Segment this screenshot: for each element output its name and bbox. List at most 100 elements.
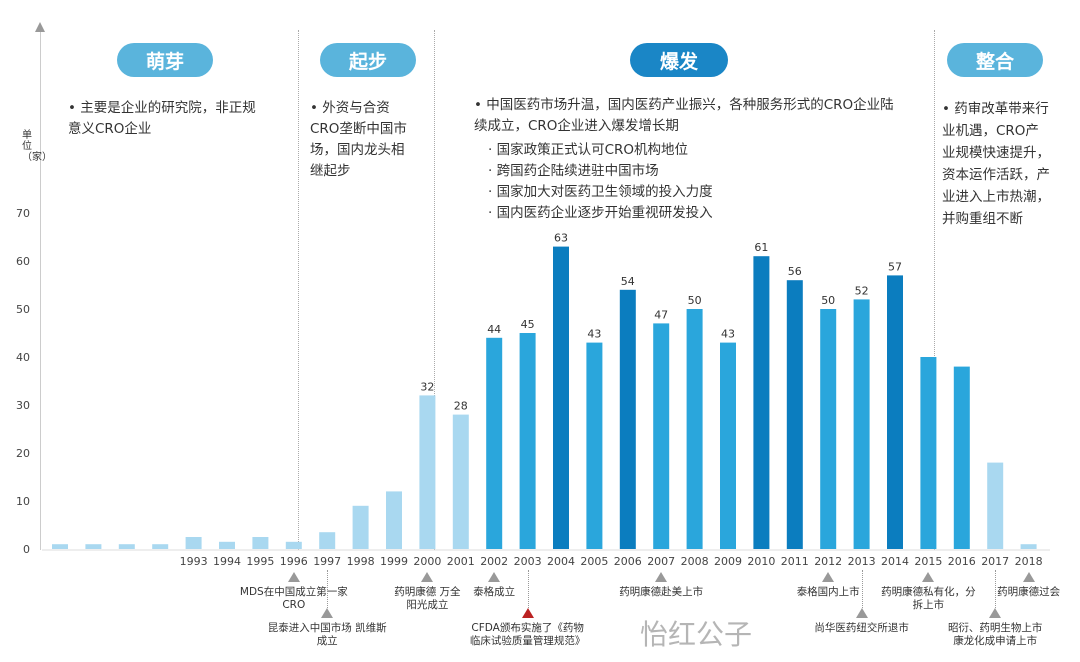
- phase-divider: [434, 30, 435, 550]
- x-tick-label: 2010: [747, 555, 775, 568]
- x-tick-label: 2017: [981, 555, 1009, 568]
- bar: [853, 299, 870, 549]
- bar: [586, 342, 603, 549]
- y-axis-arrow-icon: [35, 22, 45, 32]
- watermark: 怡红公子: [640, 618, 753, 651]
- x-tick-label: 1995: [246, 555, 274, 568]
- y-tick-label: 50: [16, 303, 30, 316]
- data-label: 61: [754, 241, 768, 254]
- data-label: 56: [788, 265, 802, 278]
- milestone-triangle-icon: [655, 572, 668, 582]
- x-tick-label: 2014: [881, 555, 909, 568]
- bar: [452, 414, 469, 549]
- bar: [486, 337, 503, 549]
- phase-zhenghe: 整合: [947, 43, 1043, 77]
- bar: [219, 541, 235, 549]
- bar: [686, 309, 703, 549]
- x-tick-label: 1998: [347, 555, 375, 568]
- bar: [920, 357, 937, 549]
- bar: [519, 333, 536, 549]
- x-tick-label: 1999: [380, 555, 408, 568]
- y-tick-label: 60: [16, 255, 30, 268]
- baofa-item: · 国家政策正式认可CRO机构地位: [488, 142, 689, 158]
- phase-baofa-items: · 国家政策正式认可CRO机构地位 · 跨国药企陆续进驻中国市场 · 国家加大对医药…: [488, 140, 713, 224]
- bar: [887, 275, 903, 549]
- x-tick-label: 1994: [213, 555, 241, 568]
- phase-baofa: 爆发: [630, 43, 728, 77]
- bar: [653, 323, 670, 549]
- milestone-annotation: 昆泰进入中国市场 凯维斯成立: [267, 622, 387, 647]
- x-tick-label: 2003: [514, 555, 542, 568]
- x-tick-label: 2016: [948, 555, 976, 568]
- baofa-item: · 国家加大对医药卫生领域的投入力度: [488, 184, 713, 200]
- x-tick-label: 1996: [280, 555, 308, 568]
- y-axis-line: [40, 30, 41, 550]
- data-label: 32: [420, 380, 434, 393]
- data-label: 50: [688, 294, 702, 307]
- data-label: 47: [654, 308, 668, 321]
- data-label: 44: [487, 323, 501, 336]
- bar: [553, 246, 569, 549]
- data-label: 63: [554, 232, 568, 245]
- milestone-annotation: MDS在中国成立第一家CRO: [239, 586, 348, 611]
- bar: [619, 289, 636, 549]
- milestone-triangle-icon: [922, 572, 935, 582]
- milestone-annotation: 药明康德 万全阳光成立: [394, 586, 461, 611]
- bar: [85, 544, 102, 549]
- annotation-leader: [327, 570, 329, 608]
- phase-mengya: 萌芽: [117, 43, 213, 77]
- bar: [185, 537, 202, 549]
- bar: [786, 280, 803, 549]
- milestone-annotation: 药明康德过会: [997, 586, 1061, 598]
- phase-divider: [934, 30, 935, 550]
- bar: [386, 491, 402, 549]
- phase-text-qibu: • 外资与合资CRO垄断中国市场，国内龙头相继起步: [310, 100, 407, 179]
- baofa-item: · 跨国药企陆续进驻中国市场: [488, 163, 659, 179]
- phase-text-baofa: • 中国医药市场升温，国内医药产业振兴，各种服务形式的CRO企业陆续成立，CRO…: [474, 97, 894, 134]
- x-tick-label: 1993: [180, 555, 208, 568]
- annotation-leader: [861, 570, 863, 608]
- phase-qibu: 起步: [320, 43, 416, 77]
- data-label: 43: [587, 328, 601, 341]
- data-label: 50: [821, 294, 835, 307]
- data-label: 43: [721, 328, 735, 341]
- y-tick-label: 40: [16, 351, 30, 364]
- x-tick-label: 2005: [580, 555, 608, 568]
- x-tick-label: 2011: [781, 555, 809, 568]
- milestone-triangle-icon: [287, 572, 300, 582]
- bar: [720, 342, 736, 549]
- x-tick-label: 2006: [614, 555, 642, 568]
- milestone-triangle-icon: [321, 608, 334, 618]
- bar: [52, 544, 68, 549]
- x-tick-label: 2008: [681, 555, 709, 568]
- milestone-triangle-icon: [521, 608, 534, 618]
- y-tick-label: 10: [16, 495, 30, 508]
- bar: [987, 462, 1004, 549]
- bar: [1020, 544, 1037, 549]
- x-tick-label: 2009: [714, 555, 742, 568]
- milestone-annotation: 药明康德私有化，分拆上市: [881, 586, 976, 611]
- x-tick-label: 2004: [547, 555, 575, 568]
- bar: [419, 395, 436, 549]
- data-label: 52: [855, 284, 869, 297]
- y-tick-label: 20: [16, 447, 30, 460]
- y-tick-label: 70: [16, 207, 30, 220]
- bar: [252, 537, 269, 549]
- bar: [319, 532, 336, 549]
- x-tick-label: 2015: [914, 555, 942, 568]
- phase-text-mengya: • 主要是企业的研究院，非正规意义CRO企业: [68, 100, 256, 137]
- x-tick-label: 2007: [647, 555, 675, 568]
- data-label: 45: [521, 318, 535, 331]
- bar: [753, 256, 770, 549]
- x-tick-label: 2002: [480, 555, 508, 568]
- bar: [352, 505, 369, 549]
- y-tick-label: 30: [16, 399, 30, 412]
- x-tick-label: 2018: [1015, 555, 1043, 568]
- milestone-triangle-icon: [822, 572, 835, 582]
- bar: [953, 366, 970, 549]
- milestone-annotation: 尚华医药纽交所退市: [814, 622, 909, 634]
- milestone-triangle-icon: [421, 572, 434, 582]
- phase-text-zhenghe: • 药审改革带来行业机遇，CRO产业规模快速提升，资本运作活跃，产业进入上市热潮…: [942, 101, 1050, 227]
- milestone-annotation: 药明康德赴美上市: [619, 586, 704, 598]
- annotation-leader: [527, 570, 529, 608]
